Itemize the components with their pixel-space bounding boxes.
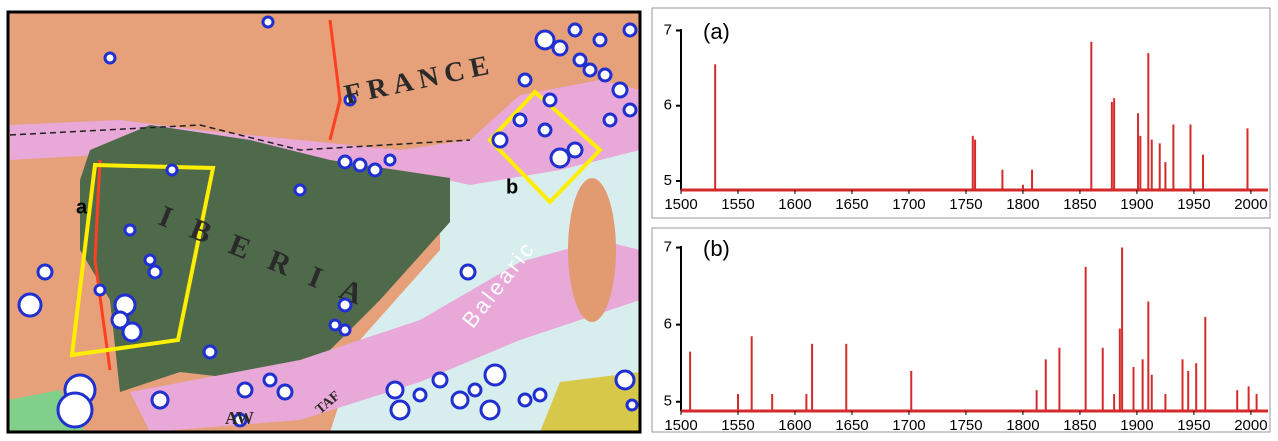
- earthquake: [264, 374, 276, 386]
- x-tick-label: 1950: [1177, 196, 1210, 213]
- earthquake: [391, 401, 409, 419]
- earthquake: [616, 371, 634, 389]
- earthquake: [295, 185, 305, 195]
- x-tick-label: 1600: [778, 417, 811, 434]
- earthquake: [613, 83, 627, 97]
- earthquake: [485, 365, 505, 385]
- earthquake: [481, 401, 499, 419]
- earthquake: [536, 31, 554, 49]
- earthquake: [514, 114, 526, 126]
- y-tick-label: 7: [664, 21, 672, 38]
- x-tick-label: 1750: [949, 417, 982, 434]
- x-tick-label: 1500: [664, 417, 697, 434]
- x-tick-label: 1650: [835, 196, 868, 213]
- x-tick-label: 1800: [1006, 196, 1039, 213]
- earthquake: [339, 156, 351, 168]
- x-tick-label: 1800: [1006, 417, 1039, 434]
- earthquake: [539, 124, 551, 136]
- figure: FRANCE IBERIA Balearic a b AW TAF 5 6 7 150…: [0, 0, 1278, 436]
- earthquake: [385, 155, 395, 165]
- earthquake: [569, 24, 581, 36]
- earthquake: [152, 392, 168, 408]
- earthquake: [544, 94, 556, 106]
- x-tick-label: 1850: [1063, 417, 1096, 434]
- label-b: b: [506, 176, 518, 198]
- earthquake: [599, 69, 611, 81]
- x-tick-label: 1750: [949, 196, 982, 213]
- earthquake: [204, 346, 216, 358]
- earthquake: [433, 373, 447, 387]
- earthquake: [95, 285, 105, 295]
- earthquake: [38, 265, 52, 279]
- earthquake: [568, 143, 582, 157]
- label-a: a: [76, 196, 88, 218]
- page: FRANCE IBERIA Balearic a b AW TAF 5 6 7 150…: [0, 0, 1278, 436]
- earthquake: [369, 164, 381, 176]
- x-tick-label: 1700: [892, 417, 925, 434]
- x-tick-label: 1950: [1177, 417, 1210, 434]
- charts: 5 6 7 1500 1550 1600 1650 1700 1750 1800 1850 1900 1…: [652, 8, 1270, 434]
- earthquake: [123, 323, 141, 341]
- earthquake: [340, 325, 350, 335]
- x-tick-label: 1650: [835, 417, 868, 434]
- x-tick-label: 2000: [1234, 196, 1267, 213]
- panel-frame: [652, 228, 1270, 432]
- label-aw: AW: [225, 408, 254, 428]
- x-tick-label: 1900: [1120, 417, 1153, 434]
- panel-label: (b): [703, 236, 730, 261]
- panel-frame: [652, 8, 1270, 218]
- x-tick-label: 1850: [1063, 196, 1096, 213]
- earthquake: [238, 383, 252, 397]
- x-tick-label: 1700: [892, 196, 925, 213]
- earthquake: [167, 165, 177, 175]
- earthquake: [493, 133, 507, 147]
- earthquake: [19, 294, 41, 316]
- earthquake: [604, 114, 616, 126]
- y-tick-label: 7: [664, 239, 672, 256]
- earthquake: [461, 265, 475, 279]
- x-tick-label: 1600: [778, 196, 811, 213]
- island: [568, 178, 616, 322]
- x-tick-label: 1550: [721, 417, 754, 434]
- earthquake: [594, 34, 606, 46]
- earthquake: [58, 393, 92, 427]
- y-tick-label: 5: [664, 393, 672, 410]
- map: FRANCE IBERIA Balearic a b AW TAF: [8, 12, 640, 432]
- earthquake: [551, 149, 569, 167]
- earthquake: [624, 104, 636, 116]
- y-tick-label: 6: [664, 97, 672, 114]
- earthquake: [263, 17, 273, 27]
- x-tick-label: 2000: [1234, 417, 1267, 434]
- earthquake: [534, 389, 546, 401]
- earthquake: [519, 394, 531, 406]
- earthquake: [469, 384, 481, 396]
- x-tick-label: 1900: [1120, 196, 1153, 213]
- earthquake: [278, 385, 292, 399]
- earthquake: [145, 255, 155, 265]
- earthquake: [149, 266, 161, 278]
- earthquake: [519, 74, 531, 86]
- y-tick-label: 5: [664, 172, 672, 189]
- earthquake: [330, 320, 340, 330]
- earthquake: [553, 41, 567, 55]
- earthquake: [574, 54, 586, 66]
- earthquake: [125, 225, 135, 235]
- earthquake: [414, 389, 426, 401]
- earthquake: [627, 400, 637, 410]
- earthquake: [452, 392, 468, 408]
- earthquake: [624, 24, 636, 36]
- x-tick-label: 1500: [664, 196, 697, 213]
- earthquake: [354, 159, 366, 171]
- y-tick-label: 6: [664, 316, 672, 333]
- earthquake: [584, 64, 596, 76]
- earthquake: [387, 382, 403, 398]
- x-tick-label: 1550: [721, 196, 754, 213]
- earthquake: [105, 53, 115, 63]
- panel-label: (a): [703, 19, 730, 44]
